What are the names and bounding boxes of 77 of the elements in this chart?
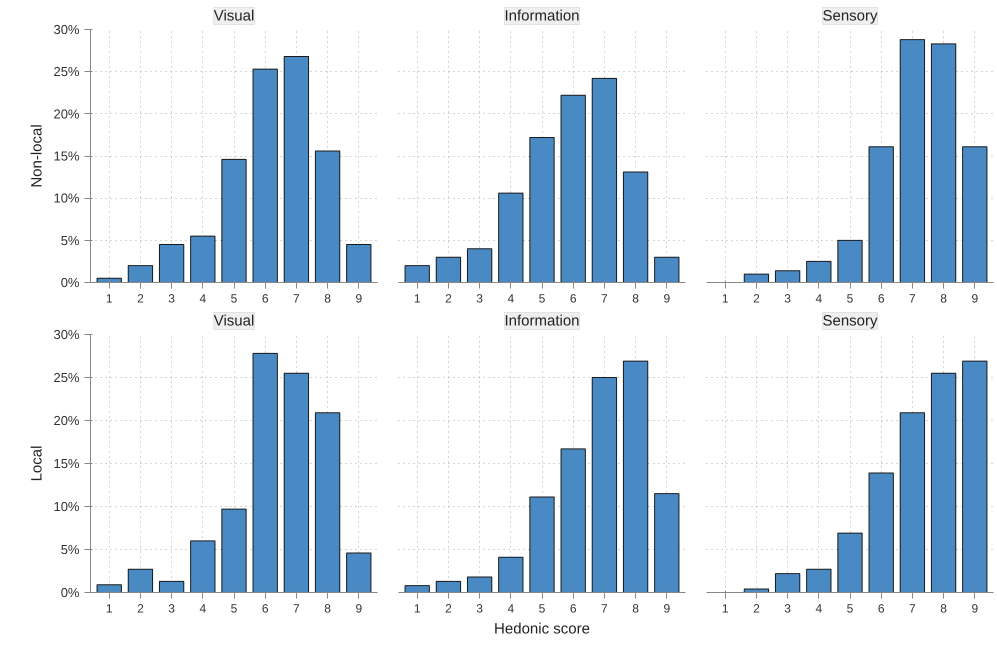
x-tick-label: 4 [815,602,822,616]
x-tick-label: 8 [632,292,640,306]
y-tick-label: 0% [60,275,80,290]
x-tick-label: 8 [324,602,332,616]
x-tick-label: 1 [722,602,729,616]
x-tick-label: 6 [570,292,577,306]
x-tick-label: 3 [476,602,484,616]
chart-title: Visual [214,312,254,330]
x-tick-label: 6 [878,602,885,616]
x-tick-label: 8 [324,292,332,306]
x-tick-label: 8 [940,292,948,306]
x-tick-label: 7 [293,602,300,616]
y-tick-label: 10% [53,190,80,206]
x-tick-label: 6 [878,292,885,306]
x-tick-label: 6 [570,602,577,616]
x-tick-label: 7 [293,292,300,306]
x-tick-label: 7 [909,292,916,306]
x-tick-label: 5 [846,292,854,306]
x-tick-label: 3 [168,292,176,306]
x-tick-label: 4 [199,292,206,306]
y-tick-label: 25% [53,64,80,80]
x-tick-label: 1 [106,292,113,306]
y-tick-label: 30% [53,22,80,37]
y-tick-label: 15% [53,148,80,164]
x-tick-label: 2 [137,602,144,616]
x-tick-label: 7 [909,602,916,616]
y-axis-title: Non-local [28,124,46,188]
y-tick-label: 5% [60,232,80,248]
x-tick-label: 4 [507,292,514,306]
x-tick-label: 4 [199,602,206,616]
y-tick-label: 15% [53,456,80,471]
x-tick-label: 9 [971,292,978,306]
x-tick-label: 3 [168,602,176,616]
x-tick-label: 7 [601,292,608,306]
x-tick-label: 3 [476,292,484,306]
y-tick-label: 30% [53,327,80,342]
x-tick-label: 6 [262,292,269,306]
x-tick-label: 2 [445,602,452,616]
x-tick-label: 8 [940,602,948,616]
x-tick-label: 2 [445,292,452,306]
chart-title: Information [504,312,580,330]
x-tick-label: 1 [722,292,729,306]
y-tick-label: 0% [60,585,80,600]
x-tick-label: 1 [414,602,421,616]
y-tick-label: 5% [60,542,80,557]
x-tick-label: 5 [230,602,238,616]
x-tick-label: 5 [230,292,238,306]
x-tick-label: 5 [538,292,546,306]
x-tick-label: 5 [846,602,854,616]
x-tick-label: 6 [262,602,269,616]
x-tick-label: 2 [753,292,760,306]
x-axis-title: Hedonic score [494,620,590,638]
chart-title: Information [504,8,580,24]
x-tick-label: 4 [507,602,514,616]
x-tick-label: 5 [538,602,546,616]
x-tick-label: 3 [784,602,792,616]
x-tick-label: 1 [106,602,113,616]
x-tick-label: 9 [355,292,362,306]
x-tick-label: 7 [601,602,608,616]
y-tick-label: 10% [53,499,80,514]
y-axis-title: Local [28,446,46,482]
x-tick-label: 9 [355,602,362,616]
chart-title: Sensory [822,8,878,24]
y-tick-label: 20% [53,106,80,122]
x-tick-label: 4 [815,292,822,306]
y-tick-label: 25% [53,370,80,385]
x-tick-label: 1 [414,292,421,306]
x-tick-label: 9 [663,292,670,306]
x-tick-label: 8 [632,602,640,616]
chart-title: Sensory [822,312,878,330]
y-tick-label: 20% [53,413,80,428]
x-tick-label: 9 [971,602,978,616]
x-tick-label: 2 [753,602,760,616]
x-tick-label: 9 [663,602,670,616]
x-tick-label: 3 [784,292,792,306]
chart-title: Visual [214,8,254,24]
x-tick-label: 2 [137,292,144,306]
